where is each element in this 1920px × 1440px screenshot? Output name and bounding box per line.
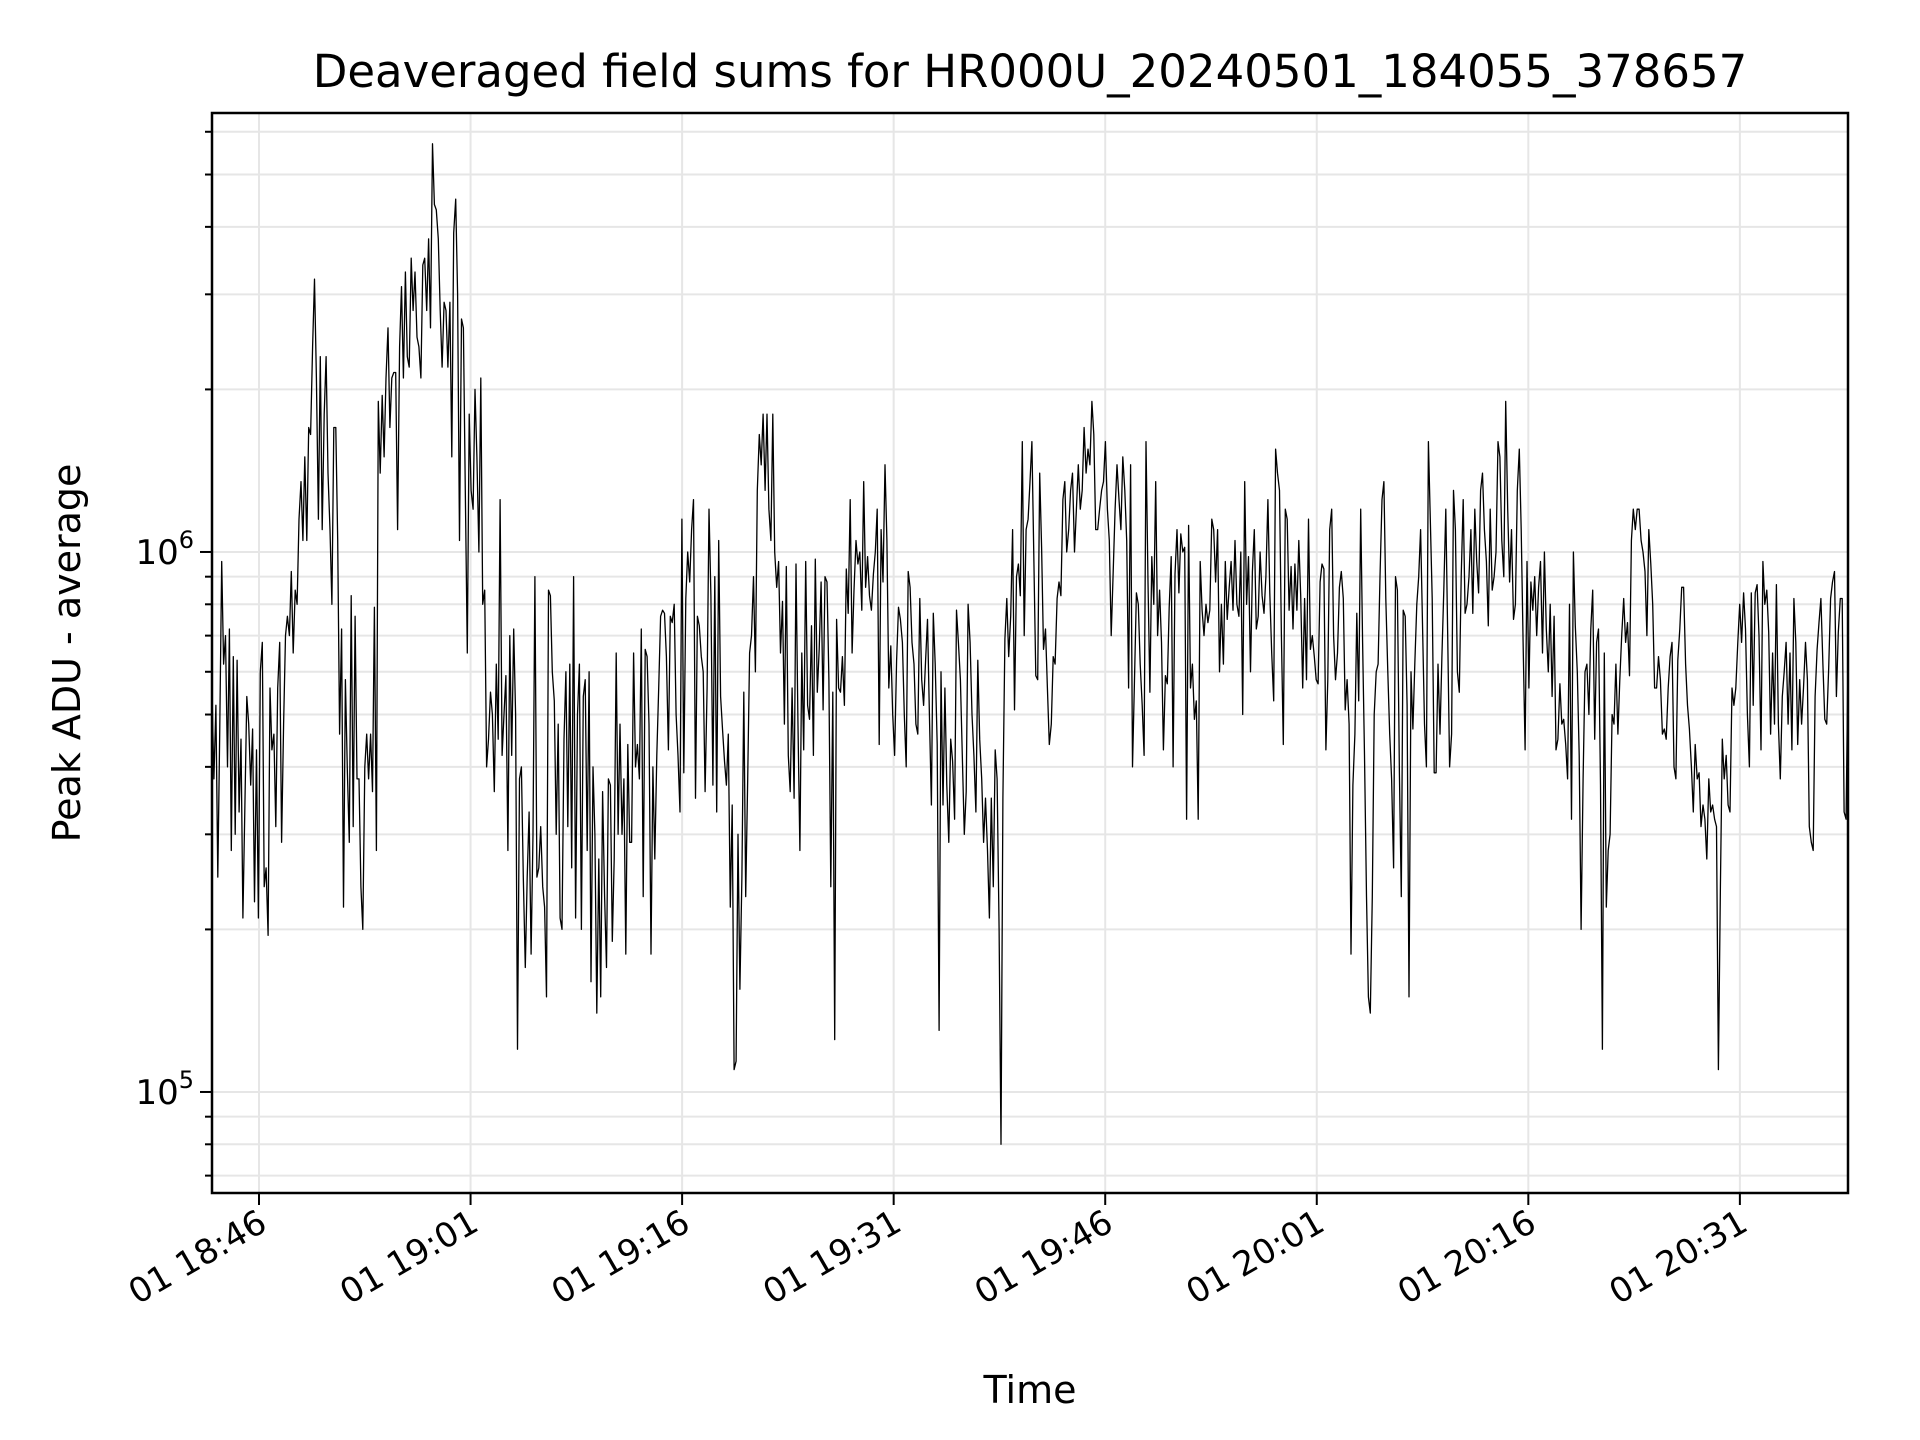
x-axis-label: Time — [983, 1368, 1077, 1412]
chart-title: Deaveraged field sums for HR000U_2024050… — [313, 45, 1748, 98]
x-tick-marks — [258, 1193, 1741, 1205]
series-line — [211, 143, 1849, 1145]
y-tick-label: 106 — [135, 526, 194, 573]
y-tick-label-base: 10 — [135, 533, 178, 573]
plot-frame — [210, 111, 1850, 1195]
y-tick-label-exponent: 6 — [179, 526, 194, 554]
y-axis-label: Peak ADU - average — [45, 464, 89, 843]
y-tick-label-exponent: 5 — [179, 1066, 194, 1094]
y-tick-marks — [200, 130, 212, 1177]
y-tick-label: 105 — [135, 1066, 194, 1113]
y-tick-label-base: 10 — [135, 1073, 178, 1113]
plot-area-background — [212, 113, 1848, 1193]
